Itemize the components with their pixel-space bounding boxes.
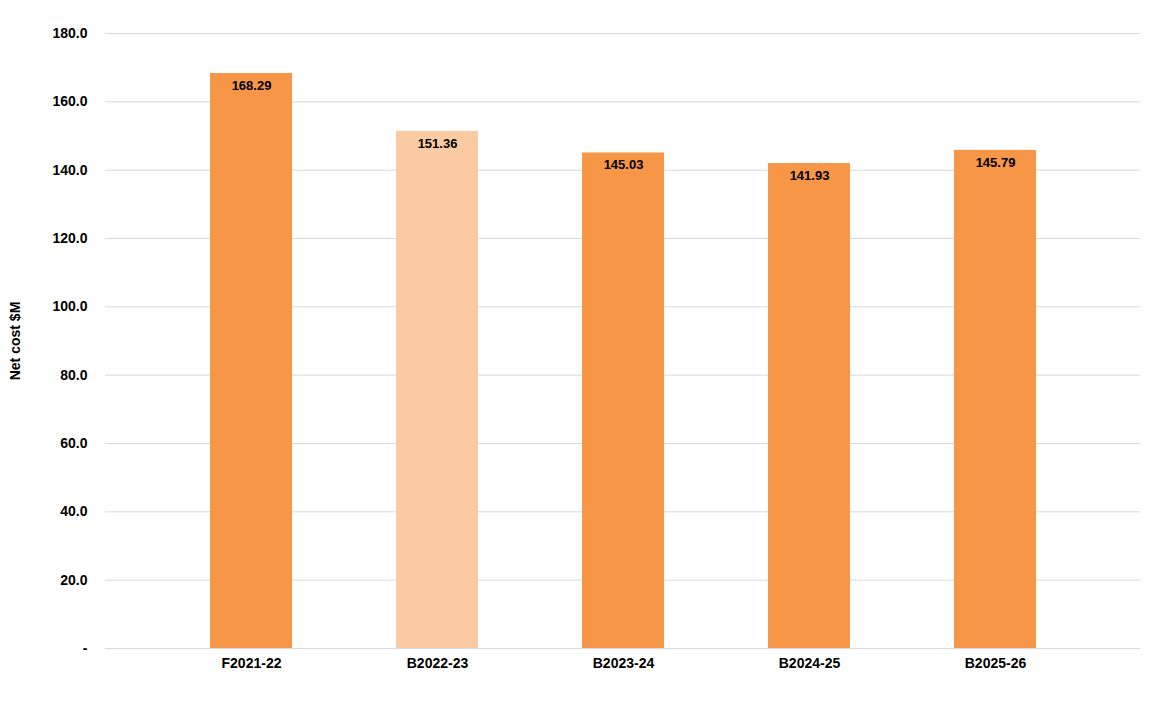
- svg-text:60.0: 60.0: [60, 435, 87, 451]
- svg-text:141.93: 141.93: [790, 168, 830, 183]
- svg-text:145.79: 145.79: [976, 155, 1016, 170]
- svg-text:160.0: 160.0: [52, 93, 87, 109]
- svg-text:145.03: 145.03: [604, 157, 644, 172]
- svg-text:140.0: 140.0: [52, 162, 87, 178]
- svg-text:120.0: 120.0: [52, 230, 87, 246]
- svg-text:B2024-25: B2024-25: [779, 655, 841, 671]
- svg-text:180.0: 180.0: [52, 25, 87, 41]
- svg-text:F2021-22: F2021-22: [222, 655, 282, 671]
- svg-text:B2023-24: B2023-24: [593, 655, 655, 671]
- svg-text:40.0: 40.0: [60, 503, 87, 519]
- svg-text:151.36: 151.36: [418, 136, 458, 151]
- svg-text:B2025-26: B2025-26: [965, 655, 1027, 671]
- svg-text:100.0: 100.0: [52, 298, 87, 314]
- svg-text:Net cost $M: Net cost $M: [7, 302, 23, 381]
- svg-text:80.0: 80.0: [60, 367, 87, 383]
- svg-text:20.0: 20.0: [60, 572, 87, 588]
- svg-text:-: -: [83, 640, 88, 656]
- svg-text:168.29: 168.29: [232, 78, 272, 93]
- svg-text:B2022-23: B2022-23: [407, 655, 469, 671]
